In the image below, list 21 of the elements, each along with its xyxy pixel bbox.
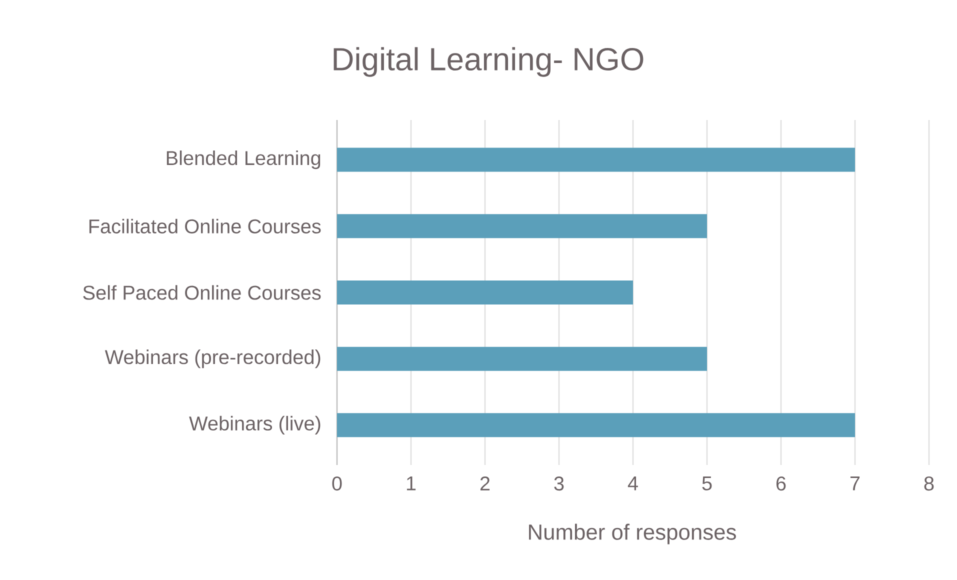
x-tick-label: 1 bbox=[406, 476, 416, 490]
y-tick-label: Blended Learning bbox=[166, 150, 320, 170]
bar bbox=[337, 280, 634, 304]
x-tick-label: 6 bbox=[776, 476, 786, 491]
y-tick-label: Self Paced Online Courses bbox=[83, 285, 321, 300]
x-tick-label: 7 bbox=[850, 476, 860, 490]
x-tick-label: 5 bbox=[702, 476, 712, 490]
x-tick-label: 0 bbox=[332, 476, 342, 491]
x-tick-label: 8 bbox=[924, 476, 934, 491]
x-tick-label: 2 bbox=[480, 476, 490, 490]
y-tick-label: Webinars (pre-recorded) bbox=[104, 350, 320, 368]
y-tick-label: Facilitated Online Courses bbox=[89, 218, 321, 234]
x-tick-label: 3 bbox=[554, 476, 564, 491]
bar bbox=[337, 346, 708, 371]
chart-title: Digital Learning- NGO bbox=[334, 47, 644, 77]
bar bbox=[337, 214, 708, 238]
x-axis-title: Number of responses bbox=[529, 524, 736, 544]
bar bbox=[337, 413, 856, 438]
y-tick-label: Webinars (live) bbox=[189, 416, 320, 434]
x-tick-label: 4 bbox=[628, 476, 638, 490]
bar bbox=[337, 148, 856, 172]
